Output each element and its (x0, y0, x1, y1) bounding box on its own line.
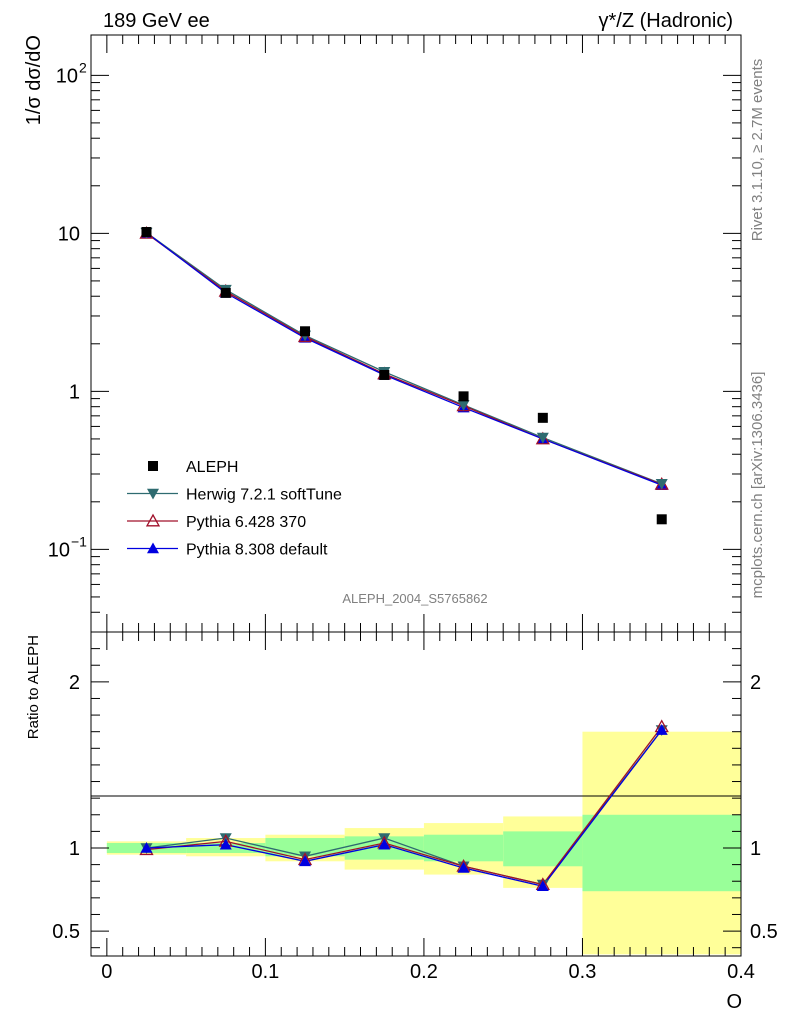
ratio-series-group (139, 719, 669, 892)
ratio-point-herwig-7-2-1-softtune-3 (378, 833, 391, 845)
rivet-version-text: Rivet 3.1.10, ≥ 2.7M events (749, 59, 766, 242)
x-tick-label-0: 0 (101, 961, 112, 983)
main-y-tick-exponent-3: 2 (79, 59, 87, 75)
point-aleph-4 (458, 391, 469, 402)
plot-title-right: γ*/Z (Hadronic) (599, 10, 733, 32)
legend: ALEPH Herwig 7.2.1 softTune Pythia 6.428 3… (127, 459, 342, 559)
analysis-watermark: ALEPH_2004_S5765862 (342, 591, 487, 606)
ratio-y-tick-label-right-1: 1 (750, 838, 761, 860)
point-herwig-7-2-1-softtune-4 (457, 400, 470, 411)
legend-marker-herwig-7-2-1-softtune (147, 488, 159, 500)
point-aleph-3 (379, 369, 390, 380)
x-tick-label-2: 0.2 (410, 961, 438, 983)
ratio-y-tick-label-right-0: 0.5 (750, 921, 778, 943)
ratio-point-pythia-8-308-default-0 (140, 842, 153, 853)
main-y-axis-label: 1/σ dσ/dO (23, 35, 45, 125)
main-y-tick-label-1: 1 (69, 381, 80, 403)
legend-marker-pythia-6-428-370 (145, 513, 161, 527)
x-axis-ticks: 0 0.1 0.2 0.3 0.4 (101, 35, 755, 983)
x-tick-label-4: 0.4 (727, 961, 755, 983)
x-tick-label-3: 0.3 (569, 961, 597, 983)
ratio-point-pythia-8-308-default-4 (457, 861, 470, 873)
main-y-tick-exponent-0: −1 (71, 533, 87, 549)
legend-label-aleph: ALEPH (186, 459, 238, 476)
main-y-tick-label-3: 10 (56, 65, 78, 87)
legend-label-pythia-8-308-default: Pythia 8.308 default (186, 542, 328, 559)
ratio-y-tick-label-left-1: 1 (69, 838, 80, 860)
ratio-y-axis-label: Ratio to ALEPH (25, 635, 42, 739)
ratio-y-tick-label-right-2: 2 (750, 672, 761, 694)
main-series-group (139, 226, 669, 525)
band-green-6 (582, 814, 741, 892)
ratio-y-tick-label-left-0: 0.5 (52, 921, 80, 943)
ratio-point-pythia-8-308-default-3 (378, 838, 391, 850)
point-aleph-5 (537, 412, 548, 423)
point-herwig-7-2-1-softtune-6 (655, 479, 668, 490)
ratio-point-pythia-8-308-default-5 (536, 880, 549, 892)
x-axis-label: O (726, 991, 742, 1013)
legend-marker-pythia-8-308-default (147, 542, 159, 554)
point-aleph-6 (656, 514, 667, 525)
main-y-tick-label-2: 10 (58, 223, 80, 245)
uncertainty-bands (106, 731, 741, 955)
series-line-herwig-7-2-1-softtune (146, 232, 662, 485)
ratio-axis-ticks: 0.5 0.5 1 1 2 2 (52, 631, 778, 949)
ratio-point-pythia-8-308-default-6 (655, 724, 668, 735)
ratio-point-herwig-7-2-1-softtune-1 (219, 833, 232, 845)
ratio-point-pythia-8-308-default-1 (219, 838, 232, 850)
series-line-pythia-6-428-370 (146, 232, 662, 485)
x-tick-label-1: 0.1 (251, 961, 279, 983)
ratio-y-tick-label-left-2: 2 (69, 672, 80, 694)
legend-marker-aleph (148, 461, 158, 471)
point-herwig-7-2-1-softtune-5 (536, 432, 549, 444)
plot-title-left: 189 GeV ee (103, 10, 210, 32)
point-aleph-1 (220, 287, 231, 298)
legend-label-pythia-6-428-370: Pythia 6.428 370 (186, 514, 306, 531)
series-line-pythia-8-308-default (146, 232, 662, 486)
band-green-4 (423, 834, 504, 862)
legend-label-herwig-7-2-1-softtune: Herwig 7.2.1 softTune (186, 487, 342, 504)
main-y-tick-label-0: 10 (48, 539, 70, 561)
ratio-point-pythia-8-308-default-2 (299, 855, 312, 867)
point-pythia-6-428-370-5 (535, 431, 550, 445)
point-aleph-2 (300, 326, 311, 337)
mcplots-reference-text: mcplots.cern.ch [arXiv:1306.3436] (749, 372, 766, 599)
ratio-plot-frame (90, 631, 742, 957)
point-aleph-0 (141, 226, 152, 237)
